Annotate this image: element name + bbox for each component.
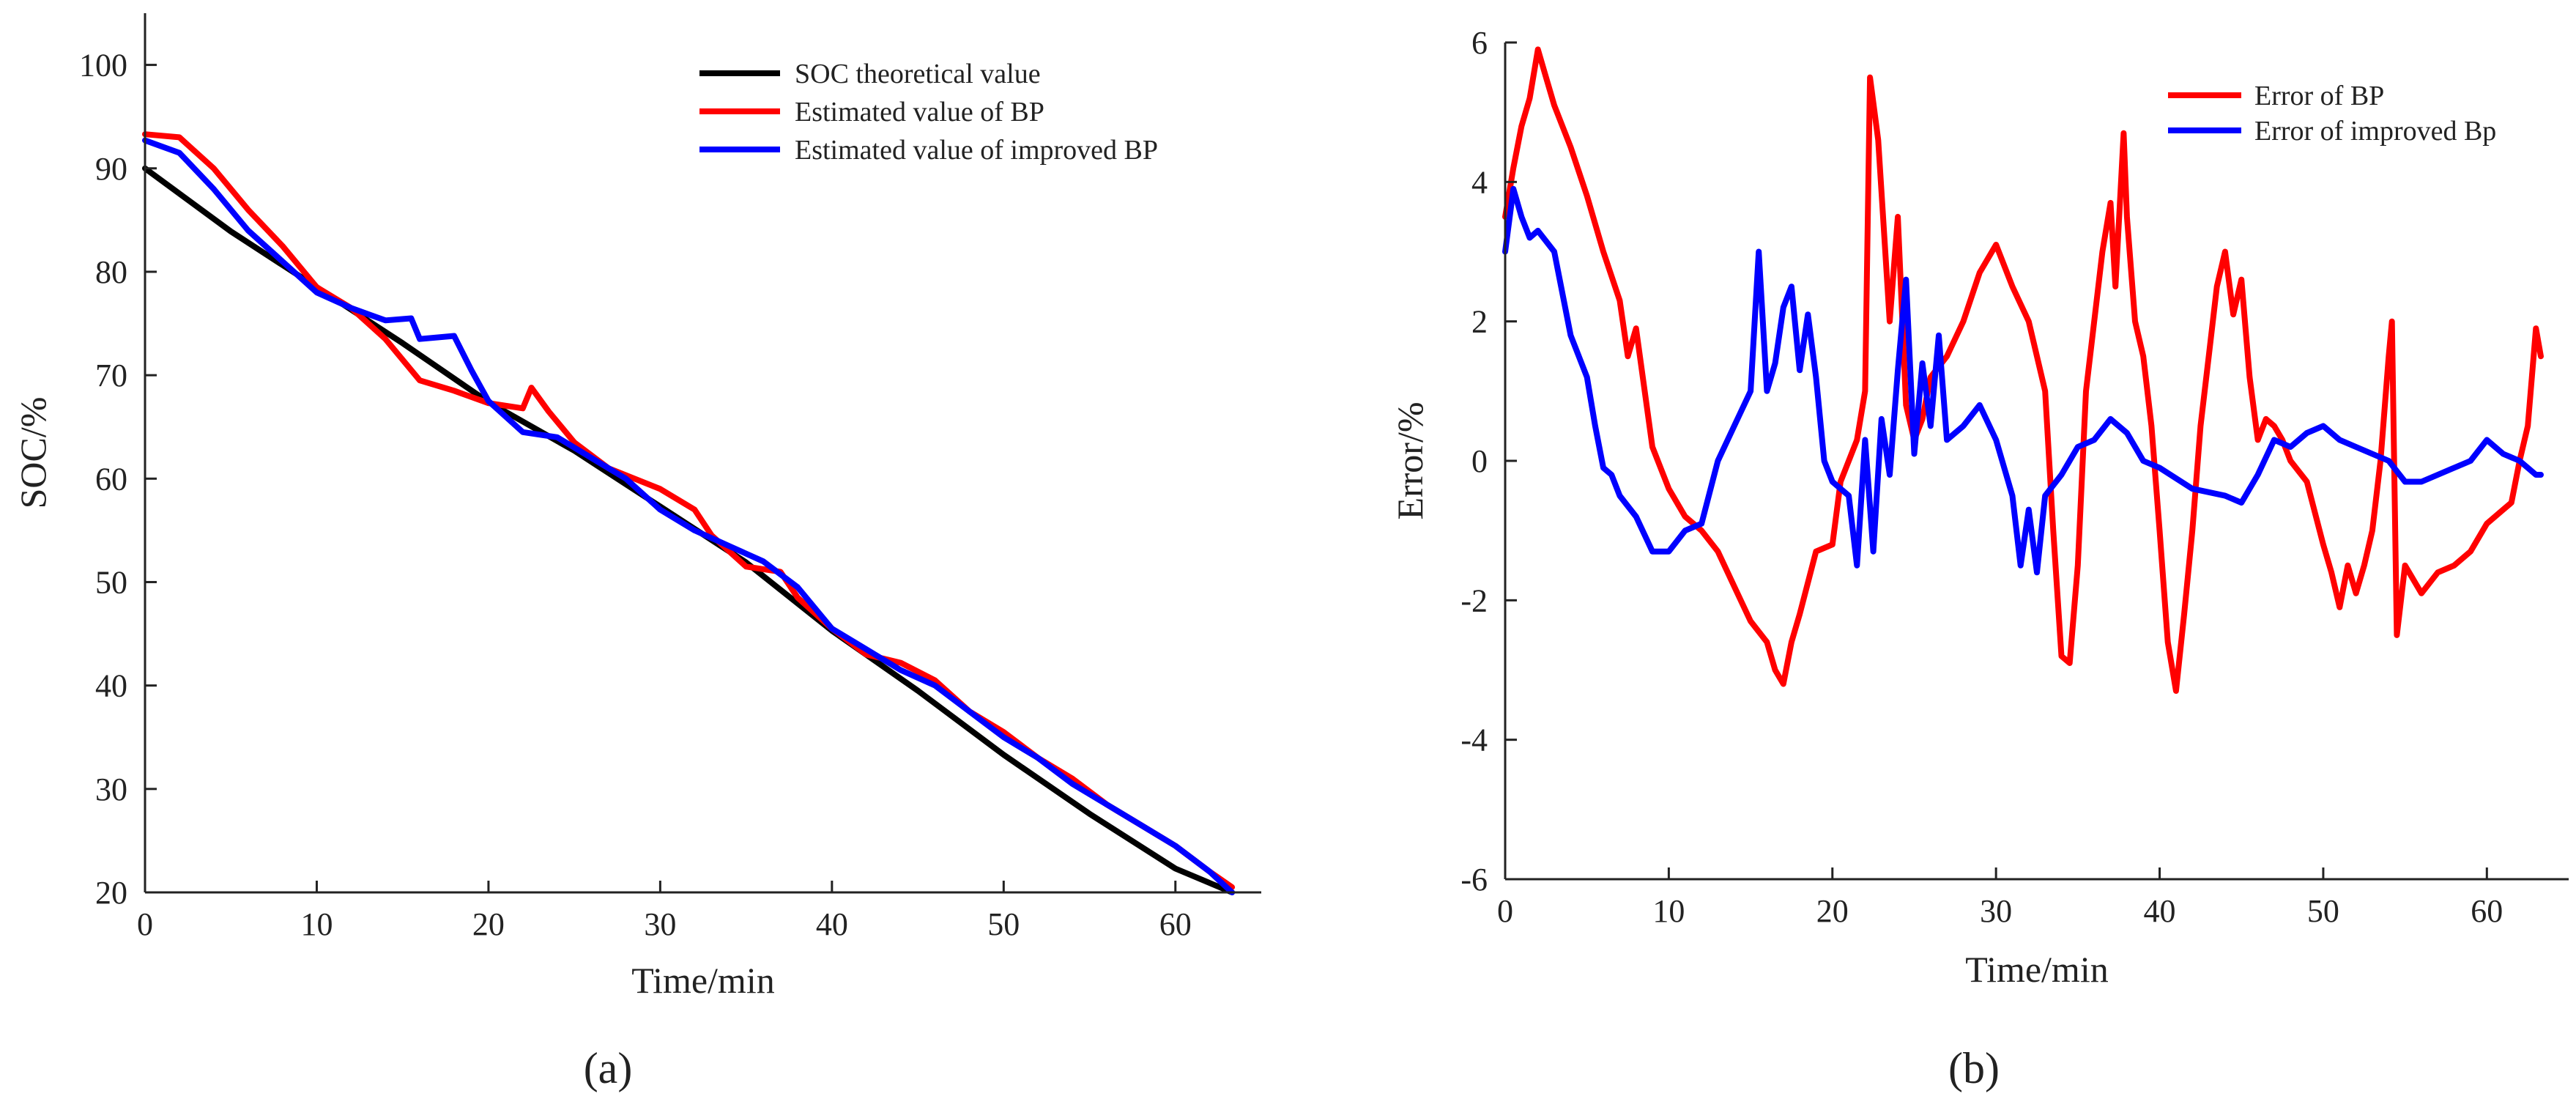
y-tick-label: -6 <box>1460 862 1488 898</box>
legend-b: Error of BP Error of improved Bp <box>2168 81 2496 147</box>
x-tick-label: 20 <box>472 906 505 942</box>
x-tick-label: 30 <box>644 906 676 942</box>
axes-a: 0 10 20 30 40 50 60 20 30 40 50 60 70 80 90 100 Time/min… <box>12 13 1261 1001</box>
x-axis-title: Time/min <box>631 960 774 1001</box>
series-line-a-2 <box>142 137 1236 895</box>
x-tick-label: 40 <box>2144 893 2176 929</box>
chart-panel-a: 0 10 20 30 40 50 60 20 30 40 50 60 70 80 90 100 Time/min… <box>12 13 1261 1001</box>
x-tick-label: 0 <box>1497 893 1513 929</box>
y-tick-label: 90 <box>95 151 127 187</box>
legend-a: SOC theoretical value Estimated value of … <box>699 59 1158 166</box>
series-line-b-0 <box>1502 46 2544 694</box>
y-tick-label: 2 <box>1471 304 1488 340</box>
series-line-b-1 <box>1502 185 2544 576</box>
x-tick-label: 50 <box>987 906 1020 942</box>
chart-panel-b: 0 10 20 30 40 50 60 -6 -4 -2 0 2 4 6 Time/min Error/% E… <box>1389 25 2569 990</box>
series-layer-a <box>142 131 1236 895</box>
x-tick-label: 60 <box>1159 906 1192 942</box>
y-tick-label: 4 <box>1471 164 1488 200</box>
x-tick-label: 20 <box>1816 893 1849 929</box>
legend-label: SOC theoretical value <box>795 59 1041 89</box>
x-tick-label: 40 <box>816 906 848 942</box>
legend-label: Estimated value of improved BP <box>795 135 1158 166</box>
x-tick-label: 60 <box>2471 893 2503 929</box>
legend-label: Error of BP <box>2254 81 2384 111</box>
x-tick-label: 50 <box>2307 893 2339 929</box>
y-tick-label: 20 <box>95 875 127 911</box>
series-line-a-1 <box>142 131 1236 890</box>
y-tick-label: 40 <box>95 668 127 704</box>
x-tick-label: 0 <box>137 906 153 942</box>
y-axis-title: SOC/% <box>12 397 53 509</box>
y-tick-label: 50 <box>95 564 127 600</box>
y-tick-label: -2 <box>1460 582 1488 618</box>
legend-label: Error of improved Bp <box>2254 116 2496 147</box>
y-tick-label: 0 <box>1471 443 1488 479</box>
axes-b: 0 10 20 30 40 50 60 -6 -4 -2 0 2 4 6 Time/min Error/% <box>1389 25 2569 990</box>
x-tick-label: 10 <box>1652 893 1685 929</box>
y-axis-title: Error/% <box>1389 402 1430 519</box>
legend-label: Estimated value of BP <box>795 97 1044 127</box>
y-tick-label: 30 <box>95 771 127 807</box>
panel-label-b: (b) <box>1948 1044 2000 1092</box>
y-tick-label: -4 <box>1460 722 1488 758</box>
series-layer-b <box>1502 46 2544 694</box>
y-tick-label: 60 <box>95 461 127 497</box>
x-tick-label: 10 <box>300 906 333 942</box>
y-tick-label: 80 <box>95 254 127 290</box>
y-tick-label: 100 <box>79 48 127 84</box>
x-axis-title: Time/min <box>1965 949 2108 990</box>
panel-label-a: (a) <box>584 1044 633 1092</box>
x-tick-label: 30 <box>1980 893 2012 929</box>
y-tick-label: 70 <box>95 358 127 393</box>
y-tick-label: 6 <box>1471 25 1488 61</box>
